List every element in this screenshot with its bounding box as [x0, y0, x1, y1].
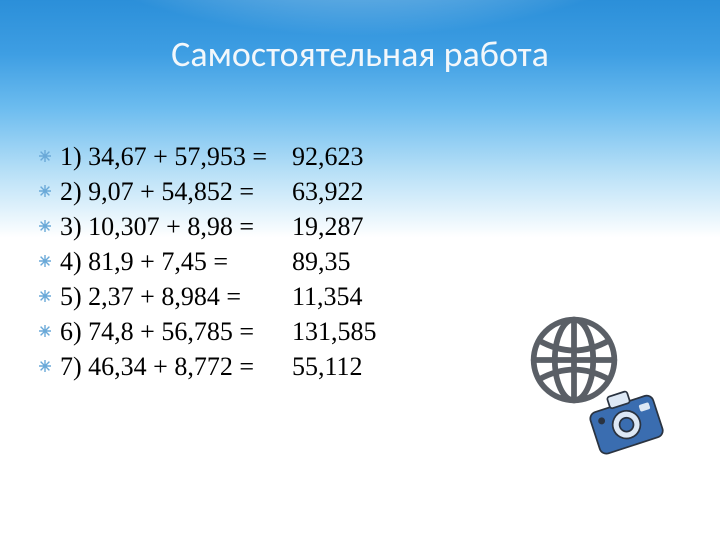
bullet-snowflake-icon — [38, 176, 52, 202]
bullet-snowflake-icon — [38, 316, 52, 342]
slide-title: Самостоятельная работа — [0, 32, 720, 76]
equation-answer: 55,112 — [292, 352, 363, 382]
equation-answer: 11,354 — [292, 282, 363, 312]
bullet-snowflake-icon — [38, 351, 52, 377]
equation-answer: 19,287 — [292, 212, 364, 242]
equation-expression: 4) 81,9 + 7,45 = — [60, 247, 292, 277]
slide: Самостоятельная работа 1) 34,67 + 57,953… — [0, 0, 720, 540]
equation-row: 2) 9,07 + 54,852 = 63,922 — [38, 177, 377, 207]
equation-expression: 1) 34,67 + 57,953 = — [60, 142, 292, 172]
equation-expression: 3) 10,307 + 8,98 = — [60, 212, 292, 242]
bullet-snowflake-icon — [38, 246, 52, 272]
camera-icon — [582, 384, 670, 462]
equation-answer: 131,585 — [292, 317, 377, 347]
equation-list: 1) 34,67 + 57,953 = 92,623 2) 9,07 + 54,… — [38, 142, 377, 387]
equation-answer: 89,35 — [292, 247, 351, 277]
equation-answer: 63,922 — [292, 177, 364, 207]
bullet-snowflake-icon — [38, 281, 52, 307]
equation-expression: 7) 46,34 + 8,772 = — [60, 352, 292, 382]
equation-row: 4) 81,9 + 7,45 = 89,35 — [38, 247, 377, 277]
equation-expression: 2) 9,07 + 54,852 = — [60, 177, 292, 207]
equation-row: 7) 46,34 + 8,772 = 55,112 — [38, 352, 377, 382]
equation-row: 6) 74,8 + 56,785 = 131,585 — [38, 317, 377, 347]
equation-row: 5) 2,37 + 8,984 = 11,354 — [38, 282, 377, 312]
bullet-snowflake-icon — [38, 141, 52, 167]
equation-row: 1) 34,67 + 57,953 = 92,623 — [38, 142, 377, 172]
equation-expression: 6) 74,8 + 56,785 = — [60, 317, 292, 347]
equation-expression: 5) 2,37 + 8,984 = — [60, 282, 292, 312]
equation-answer: 92,623 — [292, 142, 364, 172]
equation-row: 3) 10,307 + 8,98 = 19,287 — [38, 212, 377, 242]
bullet-snowflake-icon — [38, 211, 52, 237]
clipart — [520, 312, 670, 462]
